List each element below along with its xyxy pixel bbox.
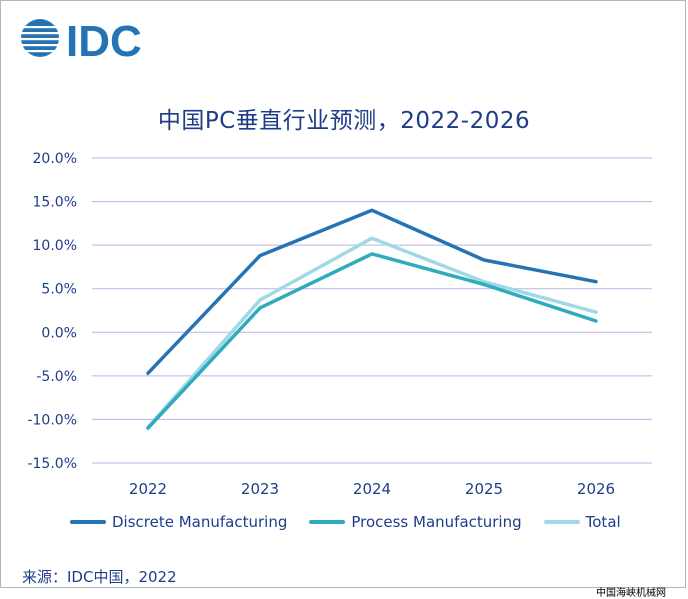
idc-logo: IDC bbox=[20, 17, 142, 64]
y-tick-label: -5.0% bbox=[36, 369, 77, 385]
series-lines bbox=[146, 208, 598, 430]
legend: Discrete Manufacturing Process Manufactu… bbox=[70, 513, 643, 531]
legend-label-total: Total bbox=[585, 513, 621, 531]
y-tick-label: -10.0% bbox=[27, 412, 77, 428]
line-chart: 20.0% 15.0% 10.0% 5.0% 0.0% -5.0% -10.0% -15.0%… bbox=[27, 151, 652, 498]
legend-swatch-discrete bbox=[70, 520, 106, 524]
y-tick-label: 10.0% bbox=[33, 238, 77, 254]
y-tick-label: -15.0% bbox=[27, 456, 77, 472]
logo-text: IDC bbox=[66, 17, 142, 64]
y-axis-labels: 20.0% 15.0% 10.0% 5.0% 0.0% -5.0% -10.0% -15.0% bbox=[27, 151, 77, 472]
y-tick-label: 15.0% bbox=[33, 195, 77, 211]
legend-item-discrete: Discrete Manufacturing bbox=[70, 513, 287, 531]
legend-item-process: Process Manufacturing bbox=[309, 513, 522, 531]
gridlines bbox=[92, 157, 652, 464]
y-tick-label: 20.0% bbox=[33, 151, 77, 167]
watermark: 中国海峡机械网 bbox=[596, 588, 666, 599]
x-tick-label: 2024 bbox=[353, 480, 391, 498]
y-tick-label: 0.0% bbox=[41, 325, 77, 341]
series-line-1 bbox=[146, 252, 598, 430]
x-tick-label: 2025 bbox=[465, 480, 503, 498]
legend-label-process: Process Manufacturing bbox=[351, 513, 522, 531]
x-tick-label: 2026 bbox=[577, 480, 615, 498]
chart-frame bbox=[0, 0, 686, 588]
series-line-0 bbox=[146, 208, 598, 375]
legend-swatch-process bbox=[309, 520, 346, 524]
y-tick-label: 5.0% bbox=[41, 282, 77, 298]
chart-title: 中国PC垂直行业预测，2022-2026 bbox=[157, 108, 531, 134]
x-tick-label: 2022 bbox=[129, 480, 167, 498]
legend-item-total: Total bbox=[543, 513, 621, 531]
x-axis-labels: 2022 2023 2024 2025 2026 bbox=[129, 480, 615, 498]
legend-label-discrete: Discrete Manufacturing bbox=[112, 513, 288, 531]
source-note: 来源：IDC中国，2022 bbox=[22, 568, 177, 586]
x-tick-label: 2023 bbox=[241, 480, 279, 498]
legend-swatch-total bbox=[543, 520, 580, 524]
series-line-2 bbox=[146, 236, 598, 430]
